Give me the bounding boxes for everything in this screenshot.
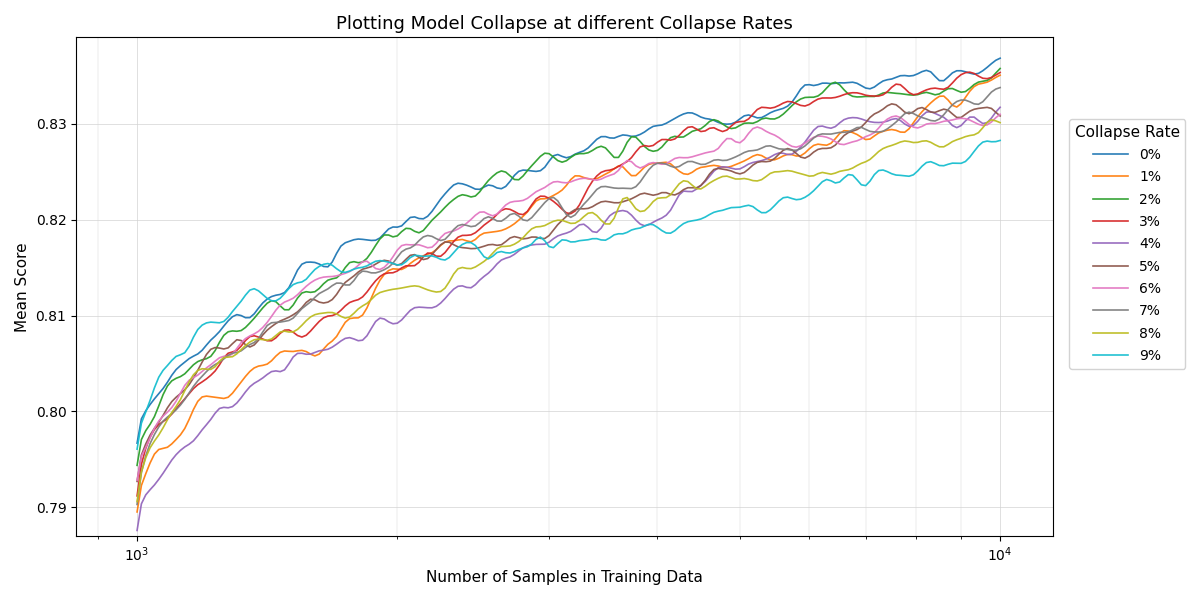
0% — [919, 67, 934, 74]
4% — [164, 457, 179, 464]
5% — [884, 100, 899, 107]
Line: 5%: 5% — [137, 104, 1000, 481]
1% — [182, 416, 197, 423]
2% — [182, 366, 197, 373]
1% — [360, 304, 374, 311]
6% — [290, 291, 305, 298]
0% — [182, 355, 197, 362]
8% — [992, 119, 1007, 126]
6% — [360, 257, 374, 265]
8% — [919, 137, 934, 145]
0% — [130, 440, 144, 447]
6% — [164, 404, 179, 411]
6% — [992, 110, 1007, 118]
1% — [130, 508, 144, 515]
6% — [949, 115, 964, 122]
9% — [164, 357, 179, 364]
7% — [290, 310, 305, 317]
Line: 2%: 2% — [137, 68, 1000, 466]
0% — [992, 55, 1007, 62]
7% — [164, 410, 179, 418]
9% — [182, 343, 197, 350]
7% — [949, 98, 964, 105]
8% — [164, 409, 179, 416]
9% — [360, 262, 374, 269]
5% — [164, 398, 179, 405]
1% — [992, 71, 1007, 79]
3% — [949, 74, 964, 82]
8% — [984, 116, 998, 124]
Line: 8%: 8% — [137, 120, 1000, 502]
6% — [182, 377, 197, 384]
8% — [130, 498, 144, 505]
0% — [949, 67, 964, 74]
9% — [949, 160, 964, 167]
7% — [130, 501, 144, 508]
Line: 0%: 0% — [137, 58, 1000, 443]
0% — [360, 236, 374, 244]
1% — [919, 104, 934, 111]
5% — [130, 478, 144, 485]
8% — [360, 300, 374, 307]
9% — [919, 159, 934, 166]
6% — [919, 121, 934, 128]
4% — [360, 332, 374, 340]
1% — [164, 440, 179, 448]
7% — [992, 84, 1007, 91]
Legend: 0%, 1%, 2%, 3%, 4%, 5%, 6%, 7%, 8%, 9%: 0%, 1%, 2%, 3%, 4%, 5%, 6%, 7%, 8%, 9% — [1069, 119, 1186, 368]
4% — [182, 440, 197, 448]
Line: 9%: 9% — [137, 140, 1000, 449]
9% — [290, 279, 305, 286]
0% — [164, 371, 179, 379]
7% — [919, 115, 934, 122]
8% — [949, 136, 964, 143]
8% — [290, 326, 305, 333]
0% — [290, 266, 305, 274]
7% — [360, 268, 374, 275]
3% — [182, 390, 197, 397]
3% — [290, 332, 305, 339]
9% — [992, 137, 1007, 144]
X-axis label: Number of Samples in Training Data: Number of Samples in Training Data — [426, 570, 703, 585]
1% — [290, 347, 305, 355]
5% — [290, 308, 305, 316]
2% — [949, 87, 964, 94]
Line: 4%: 4% — [137, 107, 1000, 530]
2% — [919, 89, 934, 96]
5% — [182, 381, 197, 388]
Line: 3%: 3% — [137, 72, 1000, 496]
5% — [954, 114, 968, 121]
4% — [992, 104, 1007, 111]
4% — [919, 109, 934, 116]
9% — [130, 446, 144, 453]
Line: 7%: 7% — [137, 88, 1000, 505]
8% — [182, 378, 197, 385]
Line: 6%: 6% — [137, 114, 1000, 480]
Title: Plotting Model Collapse at different Collapse Rates: Plotting Model Collapse at different Col… — [336, 15, 793, 33]
3% — [164, 410, 179, 418]
3% — [130, 493, 144, 500]
4% — [949, 124, 964, 131]
2% — [130, 462, 144, 469]
3% — [360, 289, 374, 296]
4% — [290, 350, 305, 357]
Y-axis label: Mean Score: Mean Score — [14, 242, 30, 332]
2% — [992, 65, 1007, 72]
2% — [290, 295, 305, 302]
2% — [164, 377, 179, 385]
3% — [992, 69, 1007, 76]
1% — [949, 103, 964, 110]
3% — [962, 68, 977, 76]
7% — [182, 389, 197, 397]
5% — [924, 109, 938, 116]
5% — [992, 112, 1007, 119]
4% — [130, 527, 144, 534]
2% — [360, 255, 374, 262]
6% — [130, 476, 144, 484]
5% — [360, 265, 374, 272]
Line: 1%: 1% — [137, 75, 1000, 512]
3% — [919, 86, 934, 94]
